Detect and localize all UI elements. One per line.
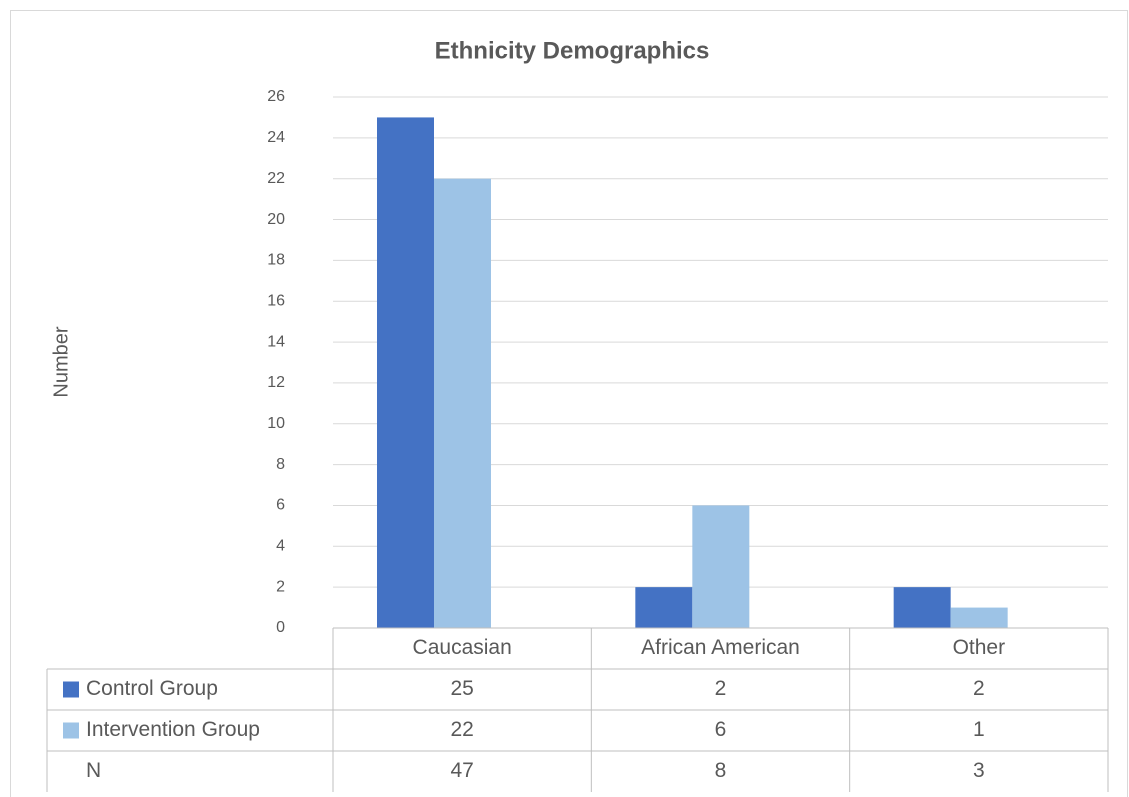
- y-tick-label: 18: [267, 252, 285, 269]
- legend-label: Control Group: [86, 677, 218, 700]
- legend-key: [63, 681, 79, 698]
- legend-key: [63, 722, 79, 739]
- table-value: 3: [973, 759, 985, 782]
- table-value: 47: [450, 759, 473, 782]
- x-tick-label: Other: [953, 636, 1006, 659]
- y-tick-label: 16: [267, 292, 285, 309]
- table-value: 22: [450, 718, 473, 741]
- bar: [434, 178, 491, 628]
- table-value: 1: [973, 718, 985, 741]
- bar: [692, 505, 750, 628]
- y-tick-label: 24: [267, 129, 285, 146]
- y-tick-label: 20: [267, 211, 285, 228]
- table-value: 8: [715, 759, 727, 782]
- y-tick-label: 12: [267, 374, 285, 391]
- table-value: 6: [715, 718, 727, 741]
- y-tick-label: 22: [267, 170, 285, 187]
- y-tick-label: 14: [267, 333, 285, 350]
- x-tick-label: Caucasian: [413, 636, 512, 659]
- chart-title: Ethnicity Demographics: [435, 37, 710, 64]
- y-tick-label: 4: [276, 538, 285, 555]
- y-tick-label: 8: [276, 456, 285, 473]
- bar: [377, 117, 434, 628]
- bar: [893, 587, 951, 628]
- bar: [635, 587, 693, 628]
- y-tick-label: 6: [276, 497, 285, 514]
- bar: [950, 607, 1008, 628]
- y-tick-label: 10: [267, 415, 285, 432]
- legend-label: Intervention Group: [86, 718, 260, 741]
- y-tick-label: 26: [267, 88, 285, 105]
- table-value: 2: [973, 677, 985, 700]
- chart-border: [10, 10, 1128, 797]
- table-value: 25: [450, 677, 473, 700]
- y-tick-label: 2: [276, 578, 285, 595]
- table-row-label: N: [86, 759, 101, 782]
- table-value: 2: [715, 677, 727, 700]
- y-axis-label: Number: [50, 326, 72, 397]
- x-tick-label: African American: [641, 636, 800, 659]
- y-tick-label: 0: [276, 619, 285, 636]
